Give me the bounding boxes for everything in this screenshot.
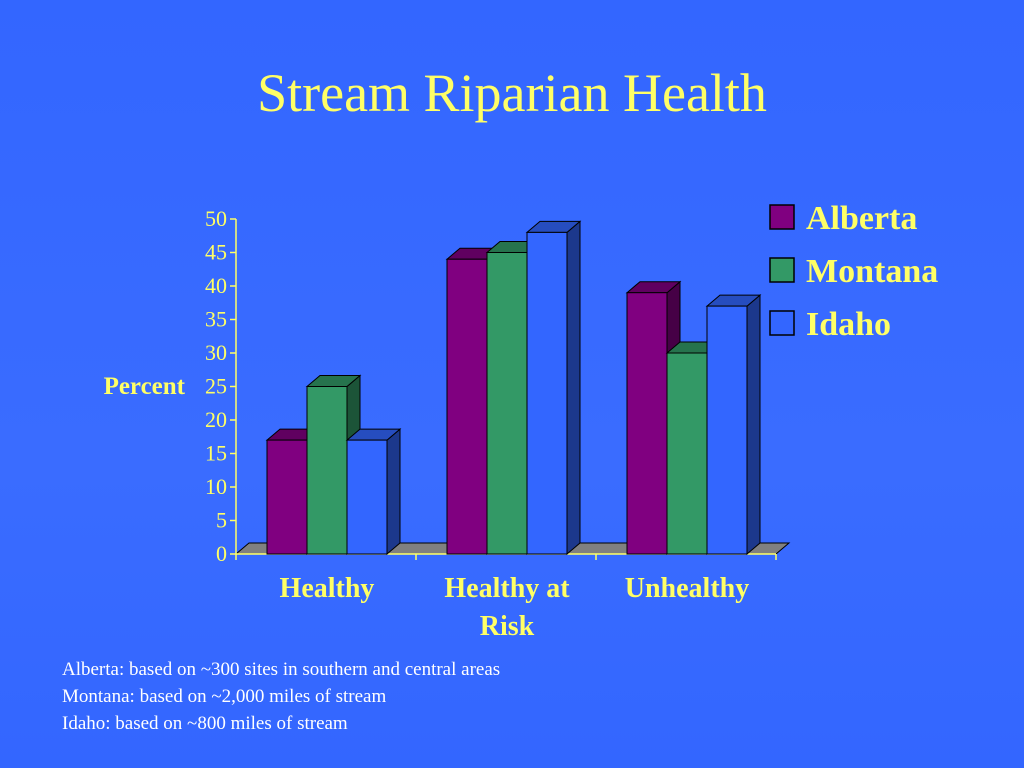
- y-tick-label: 50: [205, 206, 227, 231]
- x-category-label: Unhealthy: [625, 573, 749, 604]
- footnotes: Alberta: based on ~300 sites in southern…: [62, 656, 500, 737]
- footnote-montana: Montana: based on ~2,000 miles of stream: [62, 686, 387, 707]
- x-axis-labels: Healthy Healthy at Risk Unhealthy: [280, 573, 750, 642]
- bar-front: [626, 292, 668, 555]
- bar-idaho-2: [525, 220, 582, 556]
- y-tick-label: 35: [205, 307, 227, 332]
- y-axis-title: Percent: [104, 373, 186, 400]
- legend-label-alberta: Alberta: [806, 200, 917, 237]
- bar-side: [746, 294, 761, 556]
- bar-front: [266, 439, 308, 555]
- bar-side: [386, 428, 401, 556]
- x-category-label: Healthy at Risk: [444, 573, 570, 642]
- bar-front: [706, 305, 748, 555]
- legend-swatch-alberta: [769, 204, 795, 230]
- y-tick-label: 0: [216, 541, 227, 566]
- legend-label-idaho: Idaho: [806, 306, 891, 343]
- y-tick-label: 30: [205, 340, 227, 365]
- legend-swatch-montana: [769, 257, 795, 283]
- slide-title: Stream Riparian Health: [257, 63, 767, 123]
- y-tick-label: 20: [205, 407, 227, 432]
- y-tick-label: 45: [205, 240, 227, 265]
- bar-chart: 0 5 10 15 20 25 30 35 40 45 50 Healthy Healthy at Ri…: [104, 200, 939, 642]
- legend-swatch-idaho: [769, 310, 795, 336]
- x-category-label: Healthy: [280, 573, 375, 604]
- bar-front: [306, 386, 348, 555]
- bar-front: [486, 252, 528, 555]
- bar-front: [346, 439, 388, 555]
- bar-front: [526, 231, 568, 555]
- y-tick-label: 5: [216, 508, 227, 533]
- y-tick-label: 40: [205, 273, 227, 298]
- legend-label-montana: Montana: [806, 253, 938, 290]
- y-tick-label: 25: [205, 374, 227, 399]
- legend: Alberta Montana Idaho: [769, 200, 938, 343]
- y-axis: 0 5 10 15 20 25 30 35 40 45 50: [205, 206, 777, 566]
- bar-idaho-3: [705, 294, 762, 556]
- footnote-alberta: Alberta: based on ~300 sites in southern…: [62, 659, 501, 680]
- bar-front: [666, 352, 708, 555]
- y-tick-label: 15: [205, 441, 227, 466]
- bars: [265, 220, 762, 556]
- bar-side: [566, 220, 581, 556]
- bar-idaho-1: [345, 428, 402, 556]
- bar-front: [446, 258, 488, 555]
- footnote-idaho: Idaho: based on ~800 miles of stream: [62, 713, 348, 734]
- y-tick-label: 10: [205, 474, 227, 499]
